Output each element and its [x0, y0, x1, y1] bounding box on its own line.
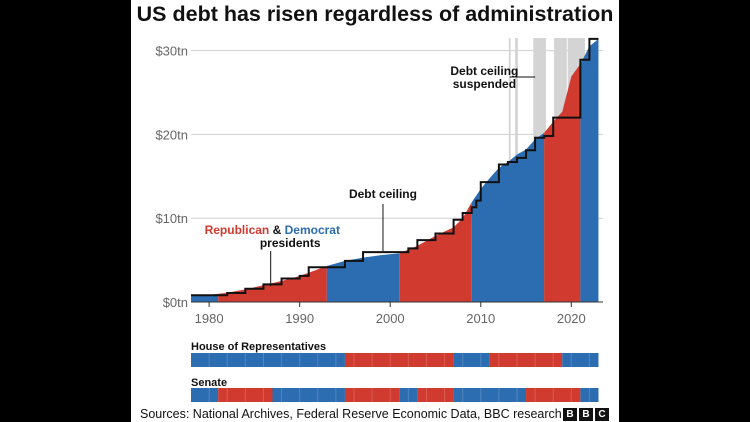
senate-bar-segment: [526, 388, 581, 402]
democrat-label: Democrat: [285, 223, 340, 237]
senate-bar-label: Senate: [191, 377, 227, 389]
parties-annotation: Republican & Democrat: [205, 223, 340, 237]
house-bar-segment: [562, 353, 599, 367]
bbc-logo: B B C: [563, 408, 609, 421]
republican-label: Republican: [205, 223, 270, 237]
chart-title: US debt has risen regardless of administ…: [136, 2, 614, 26]
senate-bar-segment: [272, 388, 345, 402]
senate-bar-segment: [399, 388, 418, 402]
x-tick-label: 2000: [376, 311, 405, 326]
debt-chart: $0tn $10tn $20tn $30tn 1980 1990 2000 2010 2020 D…: [155, 37, 603, 402]
house-bar-segment: [344, 353, 454, 367]
senate-bar-segment: [417, 388, 454, 402]
house-bar-segment: [191, 353, 345, 367]
presidency-region: [218, 38, 327, 302]
senate-bar-segment: [453, 388, 527, 402]
senate-bar-segment: [218, 388, 273, 402]
suspended-annotation: suspended: [453, 77, 516, 91]
senate-bar-segment: [344, 388, 400, 402]
chart-card: US debt has risen regardless of administ…: [131, 0, 619, 422]
ceiling-annotation: Debt ceiling: [349, 187, 417, 201]
suspended-annotation: Debt ceiling: [450, 64, 518, 78]
y-tick-label: $20tn: [155, 127, 188, 142]
y-tick-label: $10tn: [155, 211, 188, 226]
house-bar-segment: [489, 353, 563, 367]
house-bar-label: House of Representatives: [191, 341, 326, 353]
source-note: Sources: National Archives, Federal Rese…: [140, 407, 562, 421]
y-tick-label: $30tn: [155, 44, 188, 59]
x-tick-label: 2010: [466, 311, 495, 326]
house-bar-segment: [453, 353, 490, 367]
bbc-logo-letter: B: [563, 408, 577, 421]
debt-ceiling-line: [191, 37, 599, 297]
bbc-logo-letter: C: [595, 408, 609, 421]
presidency-region: [580, 38, 599, 302]
senate-bar-segment: [191, 388, 219, 402]
senate-bar-segment: [580, 388, 599, 402]
x-tick-label: 2020: [557, 311, 586, 326]
amp-label: &: [269, 223, 284, 237]
y-tick-label: $0tn: [163, 295, 188, 310]
x-tick-label: 1990: [285, 311, 314, 326]
presidents-annotation: presidents: [260, 236, 321, 250]
presidency-region: [191, 38, 219, 302]
x-tick-label: 1980: [195, 311, 224, 326]
bbc-logo-letter: B: [579, 408, 593, 421]
